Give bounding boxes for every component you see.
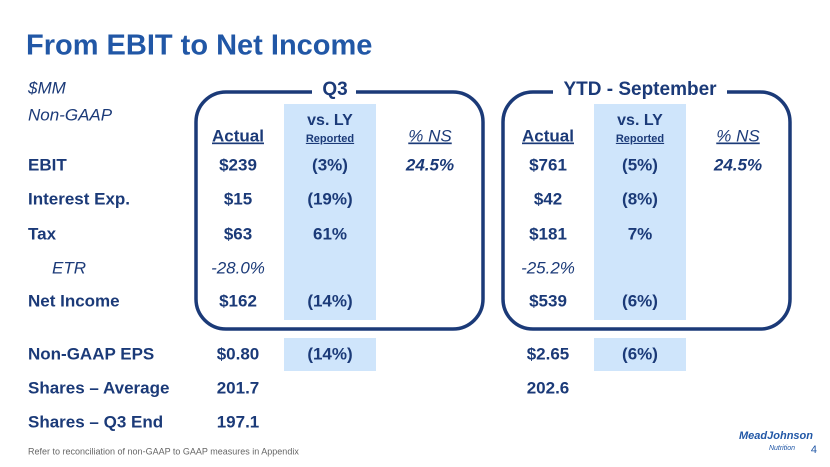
table-cell: $15	[224, 189, 252, 208]
table-cell: 202.6	[527, 378, 570, 397]
logo-text: Nutrition	[769, 445, 795, 452]
table-cell: 197.1	[217, 412, 260, 431]
table-cell: $2.65	[527, 344, 570, 363]
table-cell: $239	[219, 155, 257, 174]
title-bg	[312, 80, 356, 100]
row-label: Interest Exp.	[28, 189, 130, 208]
table-cell: $63	[224, 224, 252, 243]
title-bg	[553, 80, 727, 100]
table-cell: $162	[219, 291, 257, 310]
footnote: Refer to reconciliation of non-GAAP to G…	[28, 446, 299, 456]
table-cell: $42	[534, 189, 562, 208]
column-header: % NS	[408, 126, 452, 145]
row-label: Non-GAAP EPS	[28, 344, 154, 363]
column-header: vs. LY	[617, 112, 663, 129]
group-title: YTD - September	[563, 79, 717, 100]
column-header: vs. LY	[307, 112, 353, 129]
column-shade	[594, 104, 686, 320]
table-cell: (14%)	[307, 291, 352, 310]
units-label: $MM	[27, 78, 67, 97]
column-shade	[284, 338, 376, 371]
column-subheader: Reported	[616, 133, 664, 145]
table-cell: (6%)	[622, 344, 658, 363]
table-cell: $761	[529, 155, 567, 174]
group-title: Q3	[322, 79, 347, 100]
table-cell: (5%)	[622, 155, 658, 174]
table-cell: 201.7	[217, 378, 260, 397]
column-shade	[594, 338, 686, 371]
logo-text: MeadJohnson	[739, 430, 813, 442]
row-label: Net Income	[28, 291, 120, 310]
column-shade	[284, 104, 376, 320]
column-header: % NS	[716, 126, 760, 145]
table-cell: (19%)	[307, 189, 352, 208]
row-label: Shares – Average	[28, 378, 169, 397]
row-label: EBIT	[28, 155, 67, 174]
table-cell: 7%	[628, 224, 653, 243]
table-cell: 24.5%	[405, 155, 454, 174]
table-cell: (14%)	[307, 344, 352, 363]
table-cell: 61%	[313, 224, 347, 243]
table-cell: (6%)	[622, 291, 658, 310]
table-cell: $539	[529, 291, 567, 310]
table-cell: -28.0%	[211, 258, 265, 277]
slide-title: From EBIT to Net Income	[26, 30, 372, 62]
basis-label: Non-GAAP	[28, 105, 113, 124]
table-cell: -25.2%	[521, 258, 575, 277]
table-cell: (3%)	[312, 155, 348, 174]
table-cell: 24.5%	[713, 155, 762, 174]
column-subheader: Reported	[306, 133, 354, 145]
page-number: 4	[811, 444, 817, 456]
row-label: Shares – Q3 End	[28, 412, 163, 431]
table-cell: $0.80	[217, 344, 260, 363]
table-cell: (8%)	[622, 189, 658, 208]
column-header: Actual	[522, 126, 574, 145]
column-header: Actual	[212, 126, 264, 145]
row-label: ETR	[52, 258, 86, 277]
table-cell: $181	[529, 224, 567, 243]
row-label: Tax	[28, 224, 57, 243]
